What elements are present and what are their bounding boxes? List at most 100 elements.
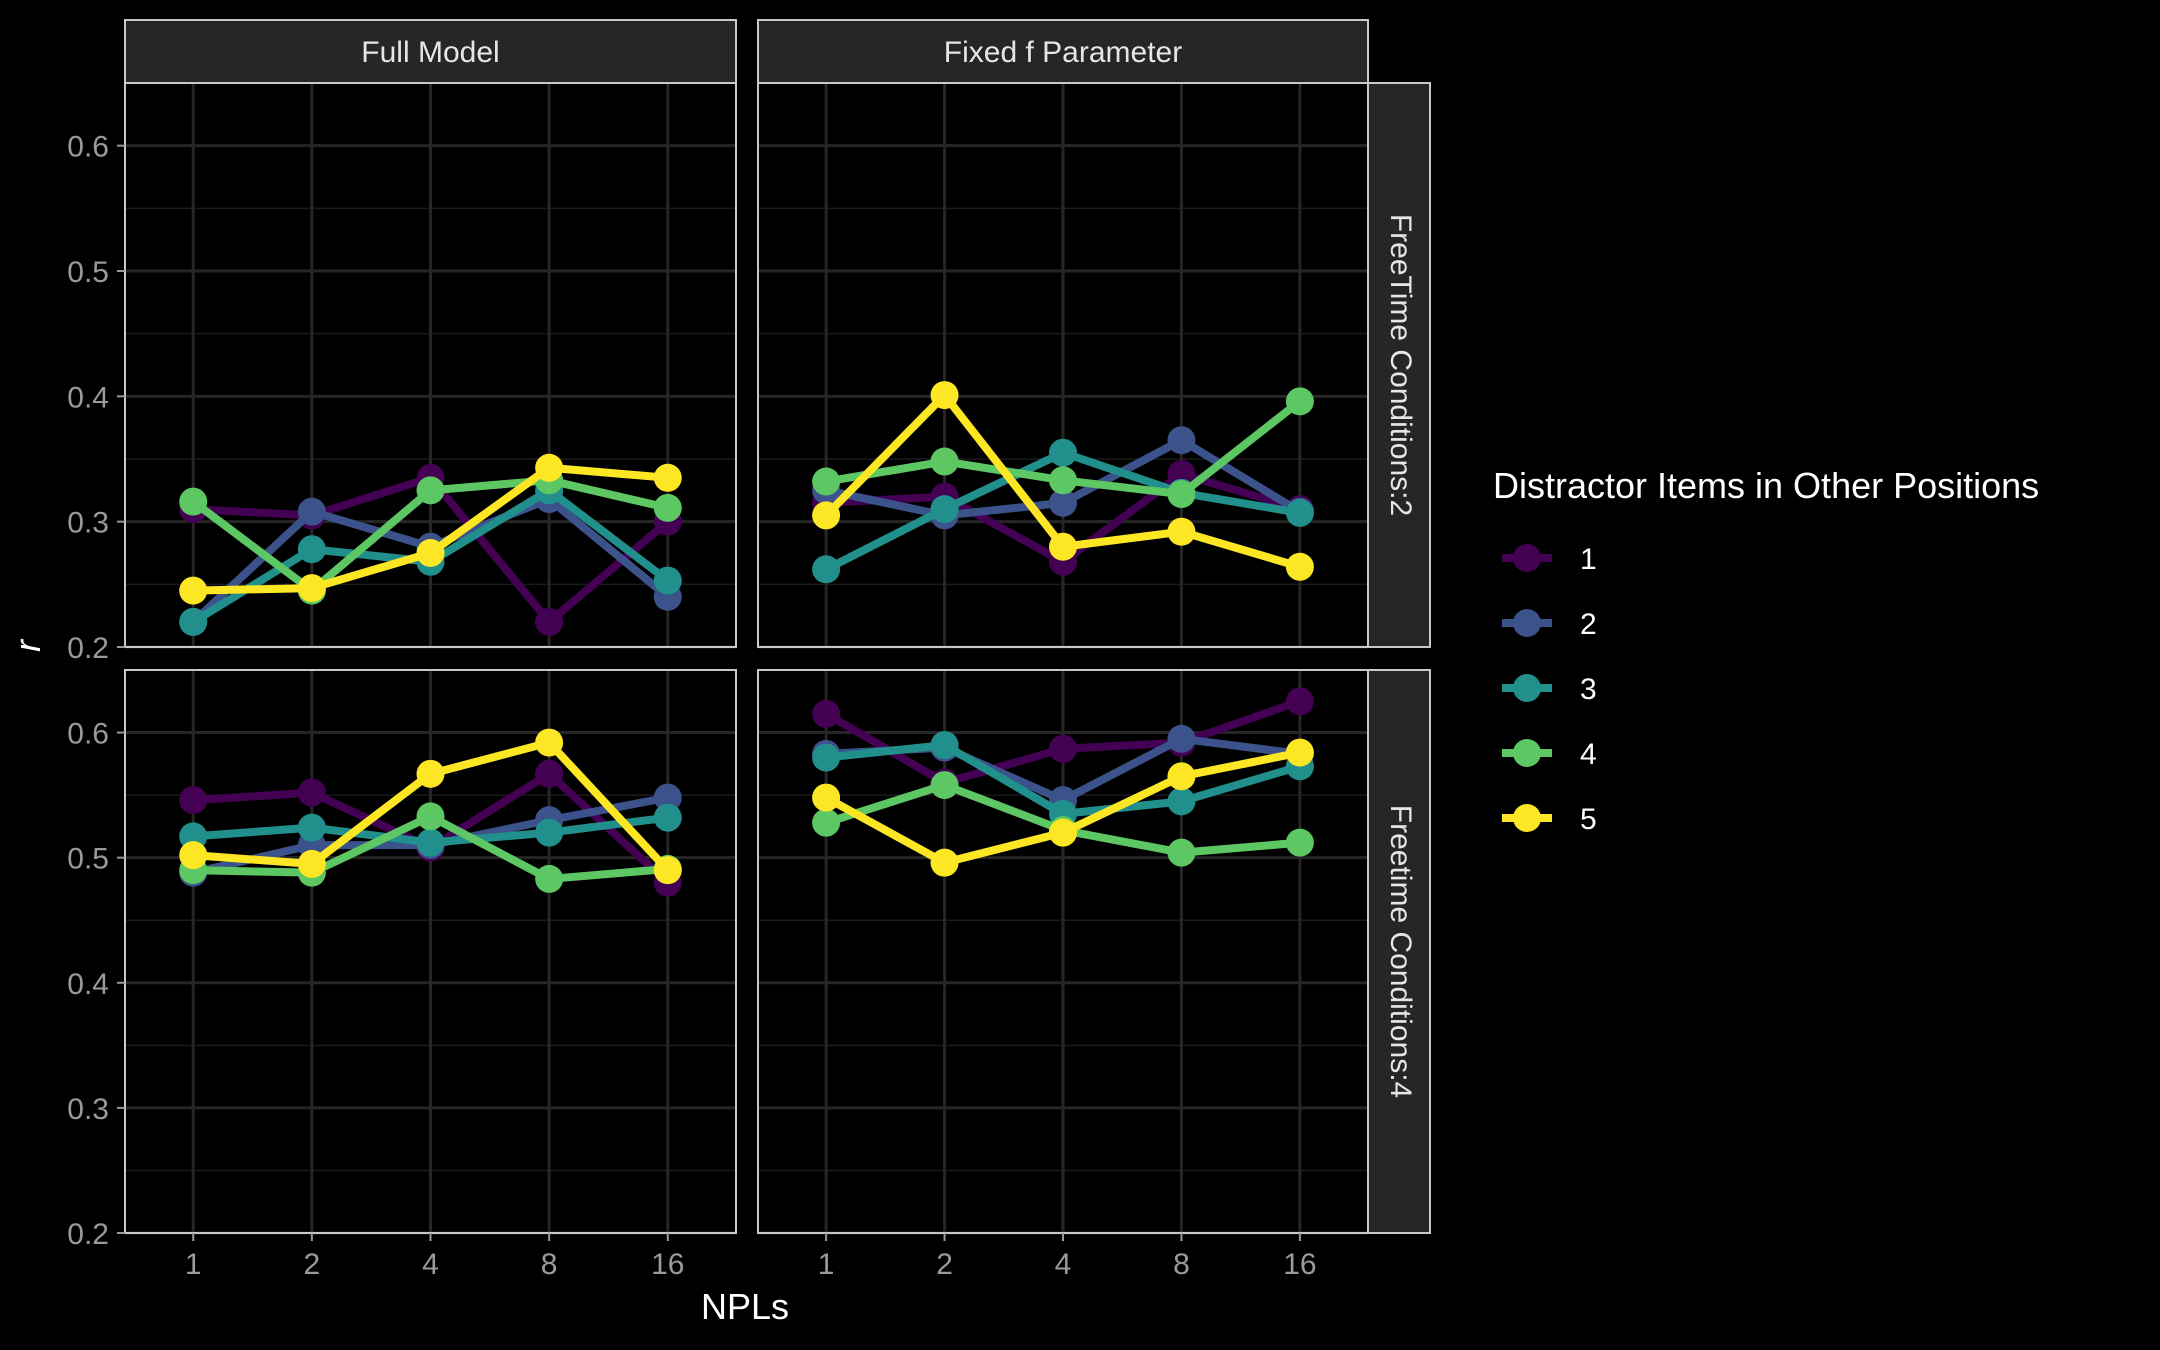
- data-point-series-2-npl-8: [1167, 426, 1196, 455]
- data-point-series-3-npl-8: [535, 818, 564, 847]
- data-point-series-4-npl-4: [416, 802, 445, 831]
- panel-full-model-freetime-conditions-4: [124, 669, 737, 1235]
- data-point-series-5-npl-8: [535, 728, 564, 757]
- data-point-series-1-npl-1: [812, 699, 841, 728]
- data-point-series-3-npl-4: [416, 828, 445, 857]
- row-strip-freetime-conditions-2: FreeTime Conditions:2: [1367, 82, 1431, 648]
- data-point-series-3-npl-8: [1167, 787, 1196, 816]
- panel-fixed-f-parameter-freetime-conditions-2: [757, 82, 1369, 649]
- data-point-series-3-npl-2: [930, 731, 959, 760]
- y-tick-label: 0.6: [67, 131, 109, 164]
- x-tick-label: 2: [304, 1248, 321, 1281]
- column-strip-label: Full Model: [361, 36, 499, 69]
- data-point-series-5-npl-2: [930, 848, 959, 877]
- series-group: [179, 728, 682, 897]
- data-point-series-3-npl-1: [179, 607, 208, 636]
- data-point-series-5-npl-1: [179, 841, 208, 870]
- data-point-series-4-npl-4: [416, 476, 445, 505]
- axes: 0.2 0.3 0.4 0.5 0.6 0.2 0.3 0.4 0.5 0.6 1 2 4 8 16 1 2 4 8…: [67, 131, 1316, 1281]
- data-point-series-5-npl-4: [416, 539, 445, 567]
- data-point-series-5-npl-1: [812, 783, 841, 812]
- data-point-series-5-npl-8: [535, 453, 564, 482]
- data-point-series-2-npl-2: [297, 497, 326, 526]
- y-tick-label: 0.2: [67, 632, 109, 665]
- strip-background: [1367, 669, 1431, 1234]
- data-point-series-5-npl-8: [1167, 762, 1196, 791]
- series-group: [179, 453, 682, 636]
- x-axis-full-model: 1 2 4 8 16: [185, 1233, 684, 1281]
- data-point-series-1-npl-4: [1049, 734, 1077, 763]
- strip-background: [124, 19, 737, 84]
- y-tick-label: 0.4: [67, 968, 109, 1001]
- legend-item-5: 5: [1502, 803, 1597, 836]
- x-tick-label: 1: [818, 1248, 835, 1281]
- row-strip-label: Freetime Conditions:4: [1384, 805, 1417, 1098]
- data-point-series-4-npl-16: [653, 493, 682, 522]
- data-point-series-5-npl-16: [653, 856, 682, 885]
- legend-label: 1: [1580, 543, 1597, 576]
- y-tick-label: 0.5: [67, 256, 109, 289]
- legend-item-1: 1: [1502, 543, 1597, 576]
- data-point-series-3-npl-16: [1285, 498, 1314, 527]
- column-strip-full-model: Full Model: [124, 19, 737, 84]
- column-strip-fixed-f-parameter: Fixed f Parameter: [757, 19, 1369, 84]
- data-point-series-4-npl-1: [812, 467, 841, 496]
- y-tick-label: 0.3: [67, 507, 109, 540]
- y-axis-freetime-conditions-4: 0.2 0.3 0.4 0.5 0.6: [67, 718, 125, 1251]
- legend-key-point: [1513, 544, 1541, 572]
- series-group: [812, 381, 1314, 584]
- row-strip-freetime-conditions-4: Freetime Conditions:4: [1367, 669, 1431, 1234]
- panel-fixed-f-parameter-freetime-conditions-4: [757, 669, 1369, 1235]
- x-tick-label: 1: [185, 1248, 202, 1281]
- legend-title: Distractor Items in Other Positions: [1493, 465, 2039, 506]
- y-axis-freetime-conditions-2: 0.2 0.3 0.4 0.5 0.6: [67, 131, 125, 665]
- data-point-series-4-npl-8: [1167, 838, 1196, 867]
- legend-label: 2: [1580, 608, 1597, 641]
- legend-key-point: [1513, 739, 1541, 767]
- data-point-series-2-npl-16: [653, 783, 682, 812]
- data-point-series-4-npl-2: [930, 447, 959, 476]
- panels-layer: [124, 82, 1369, 1235]
- data-point-series-4-npl-1: [812, 808, 841, 837]
- data-point-series-5-npl-4: [416, 759, 445, 788]
- data-point-series-4-npl-8: [1167, 480, 1196, 509]
- data-point-series-1-npl-2: [297, 778, 326, 807]
- data-point-series-5-npl-2: [930, 381, 959, 410]
- legend: Distractor Items in Other Positions 1 2 3 4…: [1493, 465, 2039, 836]
- data-point-series-3-npl-1: [812, 743, 841, 772]
- data-point-series-3-npl-16: [653, 803, 682, 832]
- data-point-series-5-npl-16: [1285, 738, 1314, 767]
- x-axis-fixed-f-parameter: 1 2 4 8 16: [818, 1233, 1317, 1281]
- data-point-series-4-npl-4: [1049, 466, 1077, 495]
- legend-item-2: 2: [1502, 608, 1597, 641]
- data-point-series-2-npl-8: [1167, 724, 1196, 753]
- column-strip-label: Fixed f Parameter: [944, 36, 1182, 69]
- data-point-series-1-npl-8: [535, 759, 564, 788]
- series-group: [812, 687, 1314, 877]
- x-tick-label: 8: [1173, 1248, 1190, 1281]
- panel-full-model-freetime-conditions-2: [124, 82, 737, 649]
- data-point-series-3-npl-1: [812, 555, 841, 584]
- x-tick-label: 16: [1283, 1248, 1316, 1281]
- row-strip-label: FreeTime Conditions:2: [1384, 214, 1417, 516]
- x-axis-title: NPLs: [701, 1286, 789, 1327]
- data-point-series-1-npl-8: [535, 607, 564, 636]
- data-point-series-5-npl-8: [1167, 517, 1196, 546]
- legend-key-point: [1513, 609, 1541, 637]
- x-tick-label: 4: [1055, 1248, 1072, 1281]
- strip-background: [1367, 82, 1431, 648]
- data-point-series-3-npl-16: [653, 566, 682, 595]
- x-tick-label: 8: [541, 1248, 558, 1281]
- y-tick-label: 0.4: [67, 381, 109, 414]
- legend-key-point: [1513, 674, 1541, 702]
- data-point-series-5-npl-4: [1049, 532, 1077, 561]
- x-tick-label: 4: [422, 1248, 439, 1281]
- y-axis-title: r: [7, 638, 48, 652]
- data-point-series-3-npl-2: [297, 535, 326, 564]
- data-point-series-4-npl-1: [179, 487, 208, 516]
- strip-background: [757, 19, 1369, 84]
- data-point-series-4-npl-16: [1285, 387, 1314, 416]
- data-point-series-3-npl-4: [1049, 438, 1077, 467]
- legend-label: 4: [1580, 738, 1597, 771]
- y-tick-label: 0.5: [67, 843, 109, 876]
